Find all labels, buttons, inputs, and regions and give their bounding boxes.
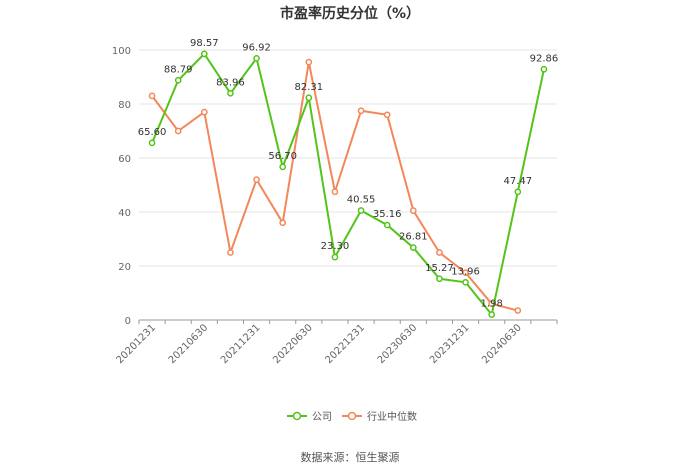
data-point-company bbox=[383, 221, 391, 229]
legend-label-company: 公司 bbox=[312, 412, 332, 423]
data-point-industry-median bbox=[462, 269, 469, 277]
data-point-company bbox=[462, 278, 469, 286]
data-point-industry-median bbox=[357, 107, 365, 115]
legend: 公司 行业中位数 bbox=[287, 410, 417, 423]
data-point-company bbox=[148, 139, 156, 147]
data-label: 88.79 bbox=[164, 64, 193, 75]
data-point-company bbox=[174, 76, 182, 84]
x-tick-label: 20231231 bbox=[428, 322, 472, 366]
data-point-company bbox=[279, 163, 287, 171]
data-label: 13.96 bbox=[451, 266, 480, 277]
data-label: 82.31 bbox=[294, 82, 323, 93]
data-point-industry-median bbox=[174, 127, 182, 135]
series-line-company bbox=[151, 52, 545, 316]
data-point-company bbox=[540, 65, 548, 73]
data-label: 1.98 bbox=[481, 299, 503, 310]
data-point-company bbox=[357, 207, 365, 214]
data-point-company bbox=[514, 188, 522, 196]
data-point-industry-median bbox=[200, 108, 208, 116]
data-point-company bbox=[409, 244, 417, 251]
y-axis-ticks: 0 20 40 60 80 100 bbox=[112, 46, 131, 327]
data-label: 26.81 bbox=[399, 232, 428, 243]
data-label: 40.55 bbox=[347, 195, 376, 206]
grid bbox=[139, 49, 557, 267]
data-point-industry-median bbox=[383, 111, 391, 119]
legend-item-industry-median[interactable]: 行业中位数 bbox=[342, 410, 417, 423]
x-tick-label: 20201231 bbox=[114, 322, 158, 366]
data-labels: 65.60 88.79 98.57 83.96 96.92 56.70 82.31 23.30… bbox=[138, 38, 559, 310]
data-point-company bbox=[488, 311, 496, 319]
data-label: 83.96 bbox=[216, 77, 245, 88]
data-point-industry-median bbox=[514, 307, 522, 314]
y-tick-label: 60 bbox=[118, 154, 131, 165]
x-tick-label: 20211231 bbox=[219, 322, 263, 366]
data-label: 56.70 bbox=[268, 151, 297, 162]
x-tick-label: 20240630 bbox=[480, 322, 524, 366]
x-tick-label: 20230630 bbox=[376, 322, 420, 366]
data-point-industry-median bbox=[436, 249, 443, 256]
data-source: 数据来源：恒生聚源 bbox=[301, 450, 400, 464]
x-tick-label: 20221231 bbox=[323, 322, 367, 366]
legend-label-industry-median: 行业中位数 bbox=[367, 410, 417, 423]
data-label: 23.30 bbox=[321, 241, 350, 252]
chart-title: 市盈率历史分位（%） bbox=[280, 5, 420, 22]
data-point-company bbox=[200, 50, 208, 58]
y-tick-label: 80 bbox=[118, 100, 131, 111]
data-point-industry-median bbox=[305, 58, 313, 66]
data-point-industry-median bbox=[253, 176, 260, 183]
data-point-company bbox=[331, 253, 339, 261]
data-point-company bbox=[253, 54, 260, 62]
data-point-industry-median bbox=[409, 207, 417, 214]
data-point-industry-median bbox=[279, 219, 287, 227]
legend-item-company[interactable]: 公司 bbox=[287, 411, 332, 423]
data-point-industry-median bbox=[227, 249, 234, 256]
y-tick-label: 40 bbox=[118, 208, 131, 219]
y-tick-label: 100 bbox=[112, 46, 131, 57]
series-layer bbox=[148, 50, 548, 319]
data-label: 96.92 bbox=[242, 42, 271, 53]
data-point-company bbox=[227, 89, 234, 97]
data-label: 15.27 bbox=[425, 263, 454, 274]
x-tick-label: 20210630 bbox=[167, 322, 211, 366]
data-point-industry-median bbox=[148, 92, 156, 100]
x-axis-ticks: 20201231 20210630 20211231 20220630 20221231… bbox=[114, 320, 558, 366]
data-point-company bbox=[436, 275, 443, 283]
data-point-company bbox=[305, 94, 313, 102]
x-tick-label: 20220630 bbox=[271, 322, 315, 366]
data-point-industry-median bbox=[331, 188, 339, 196]
data-label: 35.16 bbox=[373, 209, 402, 220]
data-label: 47.47 bbox=[503, 176, 532, 187]
data-label: 65.60 bbox=[138, 127, 167, 138]
y-tick-label: 20 bbox=[118, 262, 131, 273]
y-tick-label: 0 bbox=[125, 316, 131, 327]
data-label: 92.86 bbox=[530, 53, 559, 64]
data-label: 98.57 bbox=[190, 38, 219, 49]
